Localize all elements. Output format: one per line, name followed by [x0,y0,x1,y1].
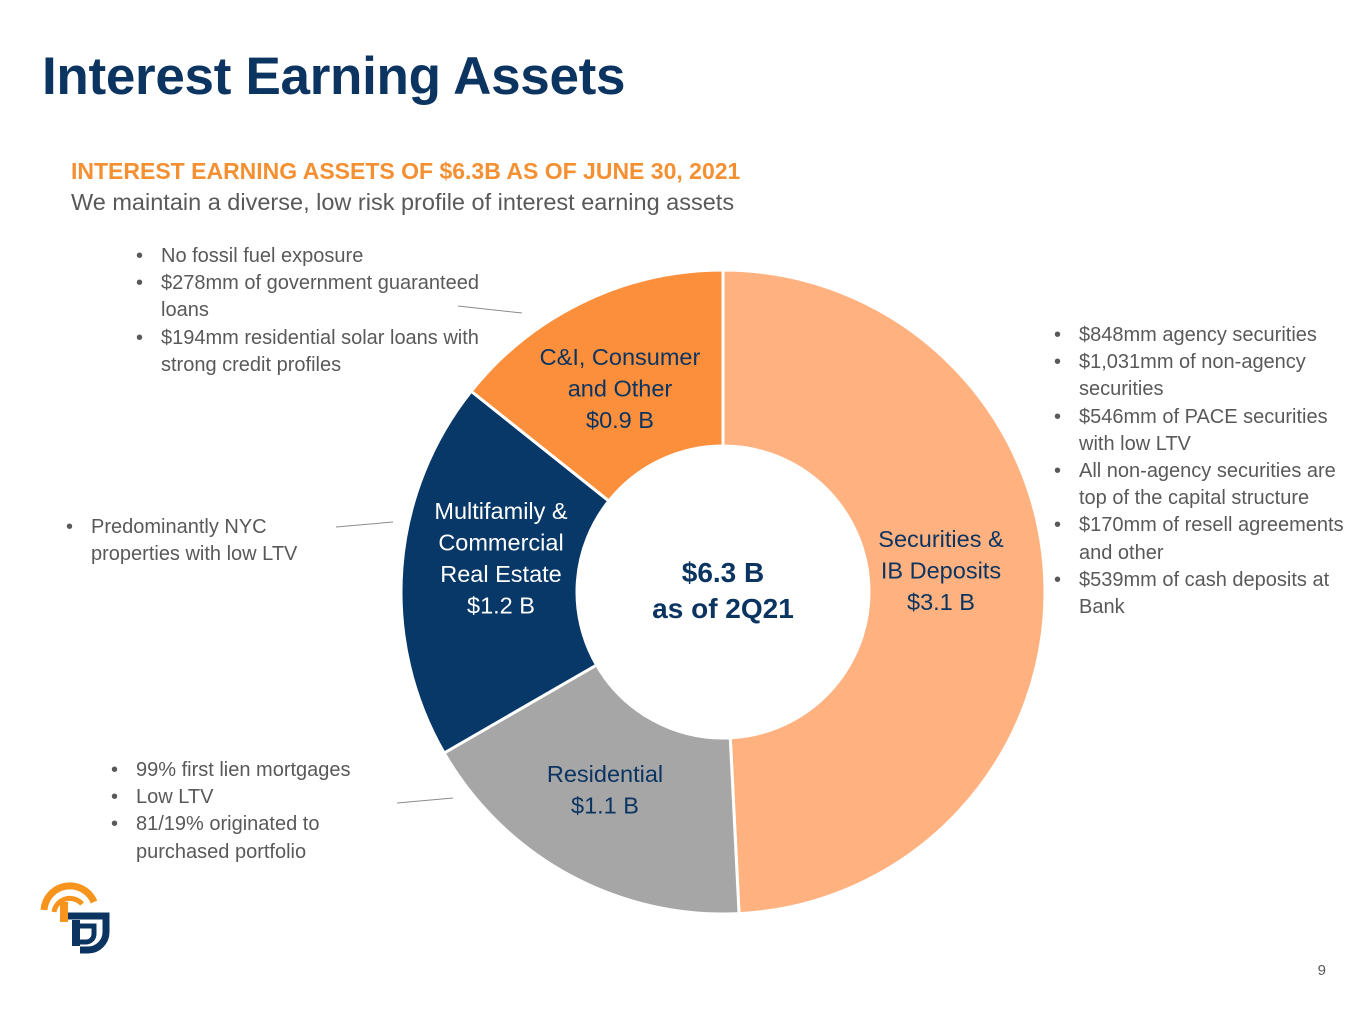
center-period-label: as of 2Q21 [652,593,794,624]
residential-notes-list: 99% first lien mortgages Low LTV 81/19% … [111,757,411,866]
company-logo-icon [40,882,110,954]
slice-label-line: and Other [568,376,673,402]
ci-notes-list: No fossil fuel exposure $278mm of govern… [136,243,486,379]
ci-note: No fossil fuel exposure [136,243,486,270]
securities-notes-list: $848mm agency securities $1,031mm of non… [1054,322,1359,621]
leader-line-cre [335,521,394,528]
securities-note: $170mm of resell agreements and other [1054,512,1359,566]
securities-note: $539mm of cash deposits at Bank [1054,567,1359,621]
securities-note: $546mm of PACE securities with low LTV [1054,404,1359,458]
page-title: Interest Earning Assets [42,47,626,106]
slice-label-residential: Residential $1.1 B [547,761,663,819]
slice-label-line: Residential [547,761,663,787]
slice-labels: Securities & IB Deposits $3.1 B Residential… [434,344,1004,819]
leader-line-ci [457,305,523,314]
page-tagline: We maintain a diverse, low risk profile … [71,189,735,215]
slice-residential [442,662,741,916]
slice-label-securities-ib-deposits: Securities & IB Deposits $3.1 B [878,526,1004,615]
cre-notes-list: Predominantly NYC properties with low LT… [66,514,356,568]
center-total-label: $6.3 B [682,557,765,588]
slice-label-line: C&I, Consumer [540,344,701,370]
leader-line-residential [396,797,454,804]
donut-slices [399,268,1047,916]
slice-label-line: $3.1 B [907,589,975,615]
securities-note: All non-agency securities are top of the… [1054,458,1359,512]
slice-c-i-consumer-and-other [469,268,725,504]
ci-note: $194mm residential solar loans with stro… [136,325,486,379]
slice-label-line: Real Estate [440,561,561,587]
slice-label-line: Commercial [438,530,563,556]
page-subtitle: INTEREST EARNING ASSETS OF $6.3B AS OF J… [71,158,741,184]
slice-label-line: $1.1 B [571,793,639,819]
slice-label-multifamily-commercial-real-estate: Multifamily & Commercial Real Estate $1.2 B [434,498,568,619]
slice-label-c-i-consumer-and-other: C&I, Consumer and Other $0.9 B [540,344,701,433]
ci-note: $278mm of government guaranteed loans [136,270,486,324]
cre-note: Predominantly NYC properties with low LT… [66,514,356,568]
residential-note: 81/19% originated to purchased portfolio [111,811,411,865]
donut-center-label: $6.3 B as of 2Q21 [652,557,794,624]
securities-note: $1,031mm of non-agency securities [1054,349,1359,403]
slice-securities-ib-deposits [721,268,1047,916]
slice-label-line: $0.9 B [586,407,654,433]
slice-label-line: Securities & [878,526,1004,552]
leader-lines [335,305,523,804]
slice-label-line: Multifamily & [434,498,568,524]
slice-label-line: $1.2 B [467,593,535,619]
securities-note: $848mm agency securities [1054,322,1359,349]
page-number: 9 [1317,962,1326,979]
residential-note: Low LTV [111,784,411,811]
residential-note: 99% first lien mortgages [111,757,411,784]
slice-label-line: IB Deposits [881,558,1001,584]
slice-multifamily-commercial-real-estate [399,389,611,756]
